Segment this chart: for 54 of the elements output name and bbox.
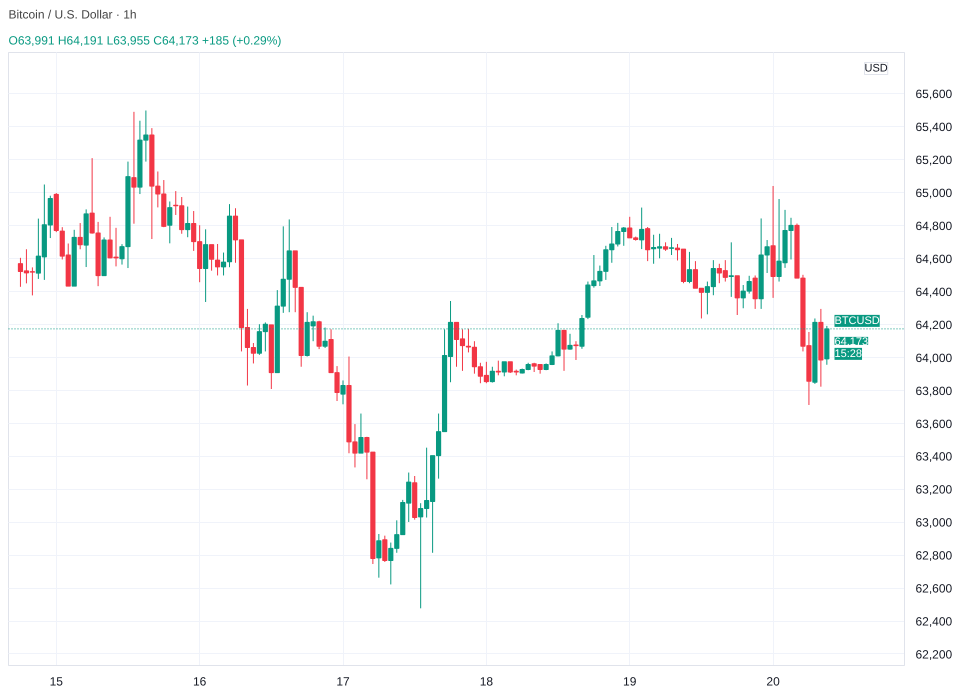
- annotation: 64,173: [834, 336, 868, 348]
- candlestick: [203, 228, 208, 302]
- y-tick-label: 65,600: [916, 87, 953, 102]
- chart-subtitle: O63,991 H64,191 L63,955 C64,173 +185 (+0.29%): [8, 34, 282, 48]
- y-tick-label: 64,200: [916, 318, 953, 332]
- candlestick: [214, 243, 220, 276]
- x-tick-label: 16: [192, 674, 207, 688]
- x-tick-label: 15: [50, 674, 64, 688]
- y-tick-label: 64,600: [916, 252, 953, 266]
- y-tick-label: 63,400: [916, 450, 953, 464]
- candlestick: [490, 366, 495, 384]
- candlestick: [573, 340, 579, 360]
- candlestick: [686, 251, 692, 284]
- candlestick: [340, 380, 346, 405]
- annotation: 15:28: [834, 348, 862, 360]
- candlestick: [209, 244, 214, 272]
- y-tick-label: 64,000: [916, 350, 953, 365]
- candlestick: [728, 242, 734, 298]
- y-tick-label: 63,200: [916, 482, 953, 497]
- x-tick-label: 20: [766, 674, 780, 688]
- candlestick: [567, 333, 573, 350]
- candlestick: [752, 274, 758, 310]
- candlestick: [185, 206, 190, 238]
- y-tick-label: 64,400: [916, 284, 953, 299]
- y-tick-label: 65,000: [916, 186, 953, 200]
- chart-title: Bitcoin / U.S. Dollar · 1h: [8, 8, 137, 22]
- candlestick: [645, 226, 650, 262]
- x-tick-label: 19: [623, 674, 637, 688]
- candlestick: [734, 275, 740, 316]
- x-tick-label: 18: [480, 674, 494, 688]
- candlestick: [496, 360, 501, 376]
- y-tick-label: 62,800: [916, 548, 953, 563]
- y-tick-label: 64,800: [916, 219, 953, 234]
- y-tick-label: 62,400: [916, 614, 953, 629]
- candlestick: [376, 534, 382, 578]
- y-tick-label: 62,600: [916, 582, 953, 596]
- candlestick: [502, 361, 507, 377]
- candlestick: [639, 207, 644, 250]
- candlestick: [167, 200, 172, 244]
- annotation: USD: [864, 62, 888, 74]
- ref-line-label: BTCUSD: [834, 314, 880, 327]
- x-tick-label: 17: [336, 674, 350, 688]
- y-tick-label: 63,000: [916, 516, 953, 530]
- candlestick: [78, 222, 83, 250]
- candlestick: [382, 535, 388, 563]
- y-tick-label: 62,200: [916, 647, 953, 662]
- candlestick: [131, 111, 137, 224]
- y-tick-label: 63,600: [916, 416, 953, 431]
- candlestick: [561, 330, 567, 372]
- candlestick: [358, 413, 364, 454]
- y-tick-label: 65,400: [916, 120, 953, 134]
- y-tick-label: 63,800: [916, 384, 953, 398]
- candlestick: [668, 237, 674, 256]
- y-tick-label: 65,200: [916, 153, 953, 168]
